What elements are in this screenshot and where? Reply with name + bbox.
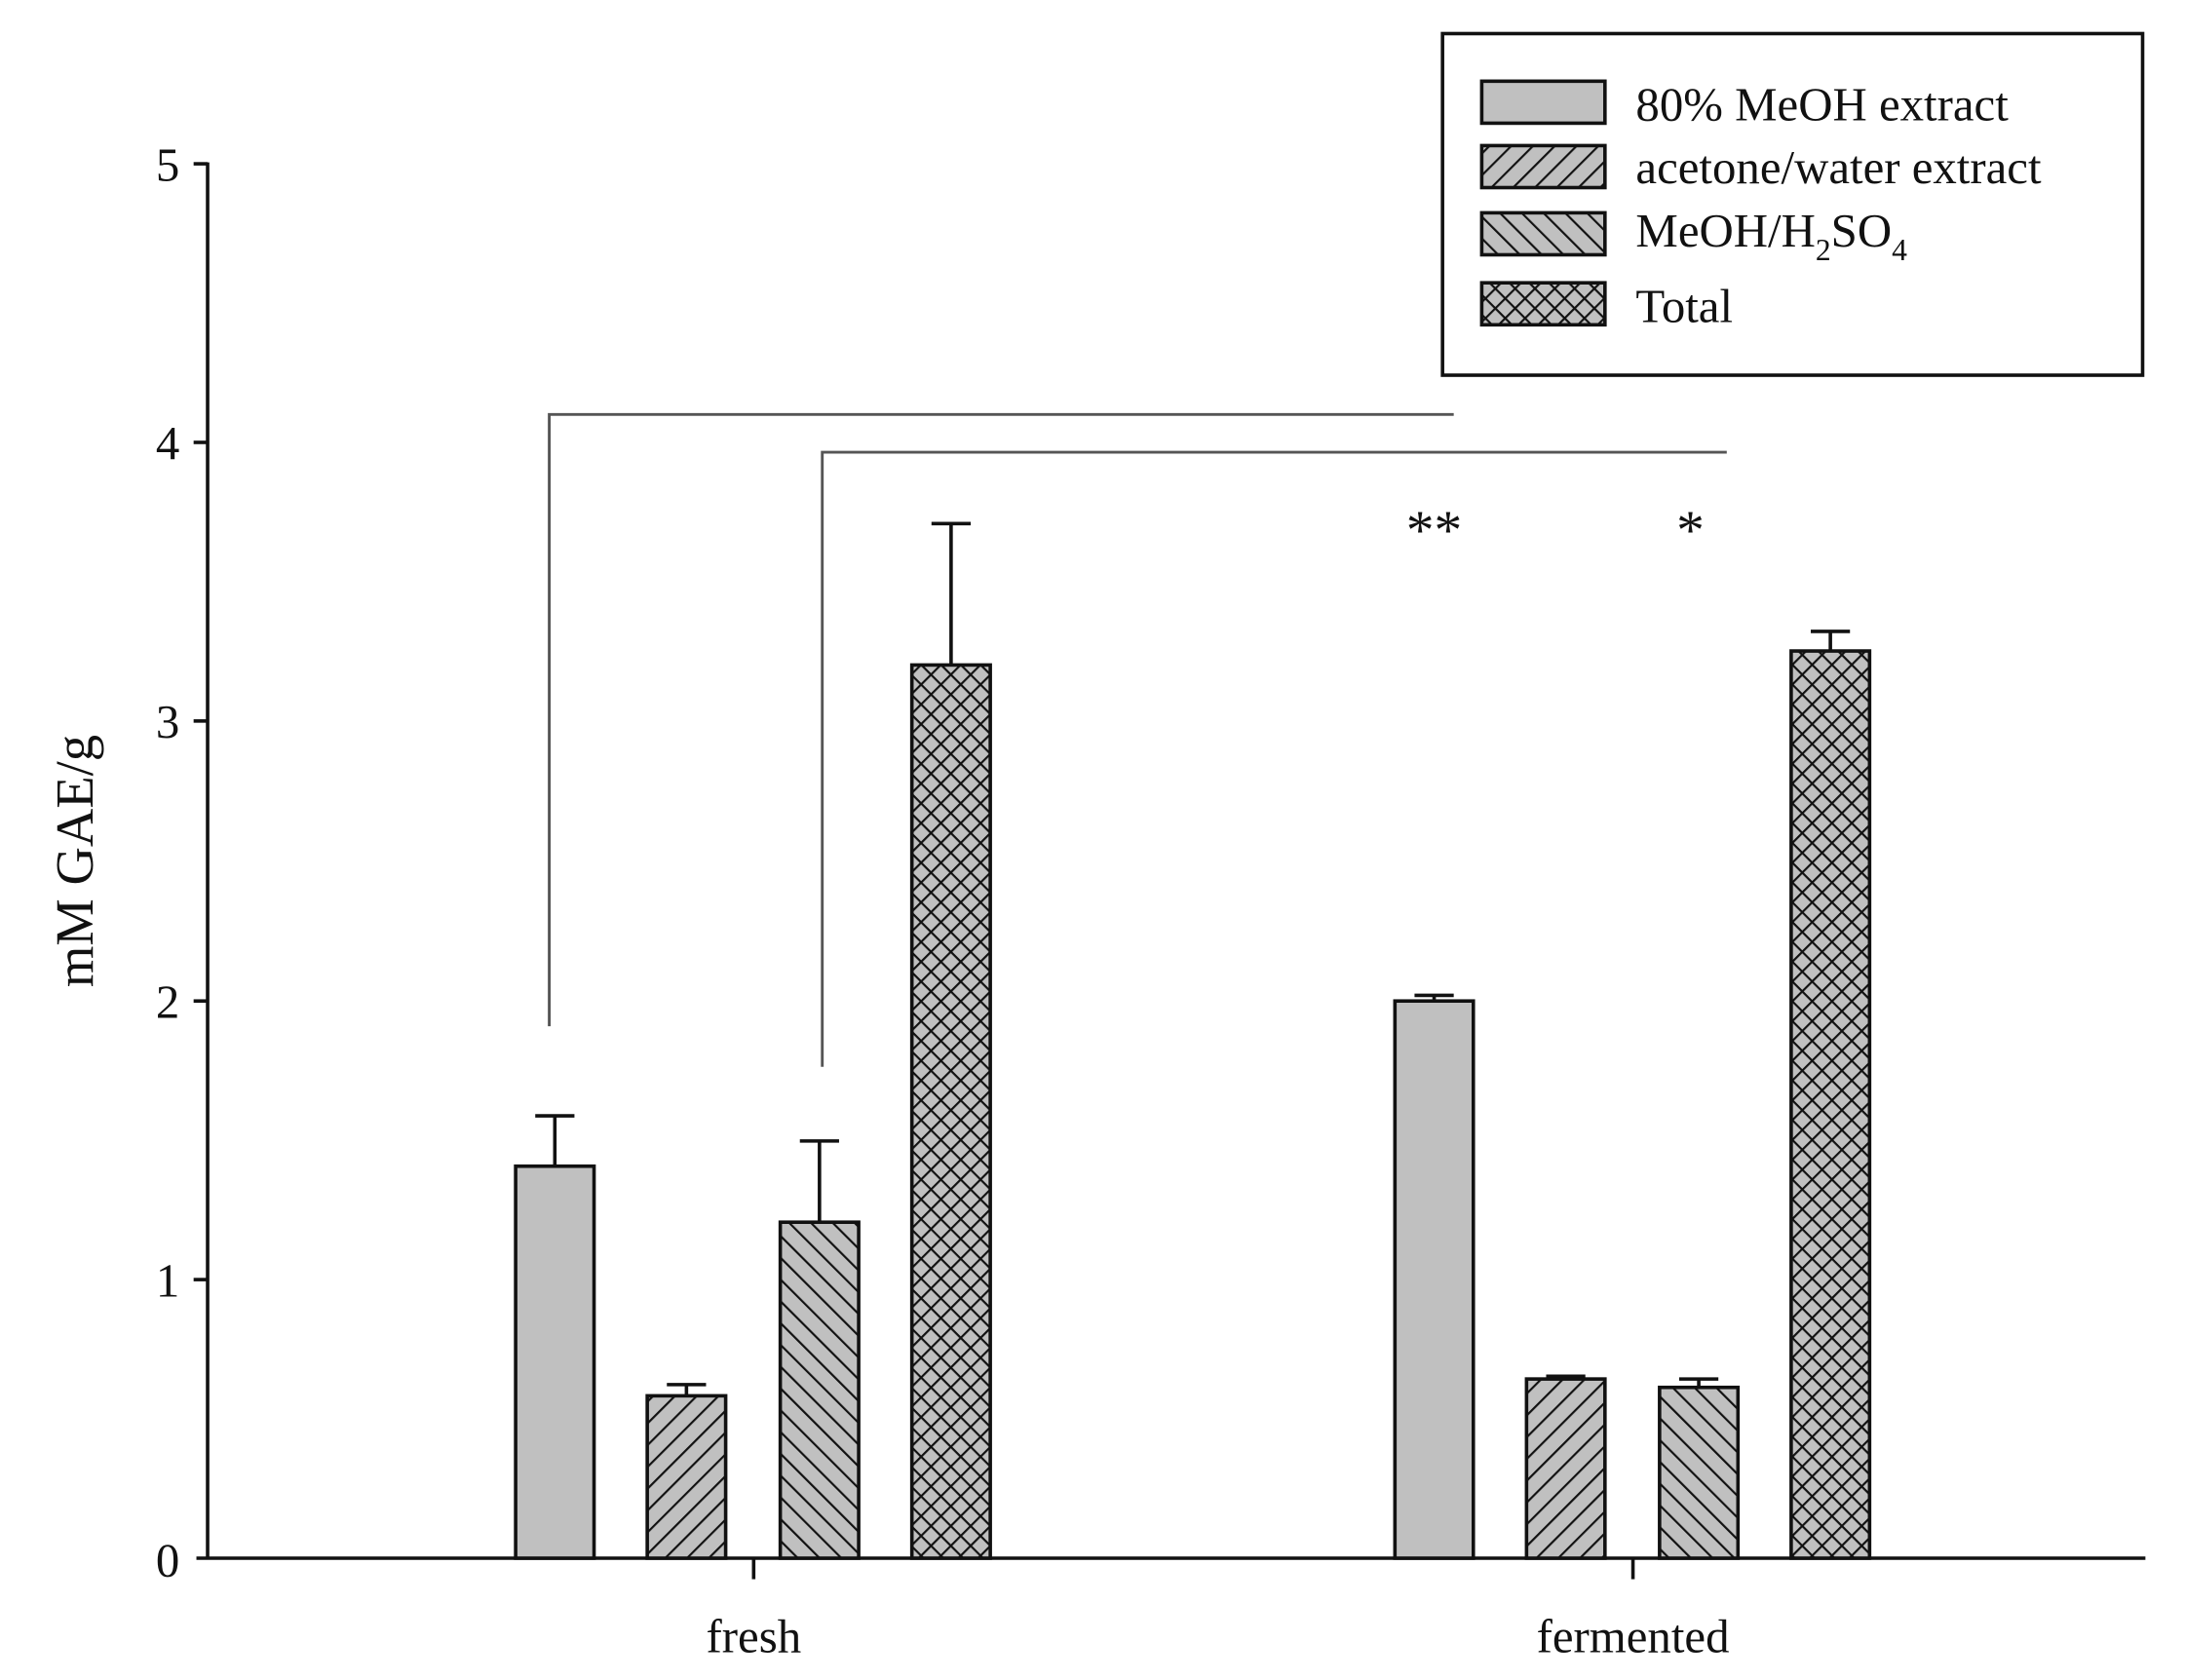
bar-fermented-total bbox=[1789, 649, 1872, 1560]
x-tick-fresh: fresh bbox=[707, 1609, 802, 1662]
bar-fresh-total bbox=[909, 663, 992, 1560]
bars-fresh bbox=[514, 521, 992, 1560]
bar-fresh-meoh-h2so4 bbox=[778, 1220, 861, 1560]
legend-swatch-hatch-back bbox=[1479, 210, 1607, 257]
bar-fermented-acetone-water bbox=[1524, 1377, 1607, 1560]
bar-fermented-meoh-h2so4 bbox=[1658, 1385, 1741, 1560]
x-tick-fermented: fermented bbox=[1537, 1609, 1730, 1662]
y-tick-labels: 0 1 2 3 4 5 bbox=[156, 137, 179, 1586]
significance-brackets bbox=[548, 412, 1727, 1067]
y-tick-1: 1 bbox=[156, 1253, 179, 1307]
bar-fermented-80-meoh bbox=[1393, 999, 1476, 1560]
y-axis-label: mM GAE/g bbox=[45, 735, 104, 987]
x-axis bbox=[196, 1556, 2146, 1580]
bar-fresh-acetone-water bbox=[645, 1394, 728, 1560]
y-tick-5: 5 bbox=[156, 137, 179, 191]
legend-swatch-crosshatch bbox=[1479, 281, 1607, 327]
significance-single-star: * bbox=[1676, 500, 1705, 561]
bars-fermented bbox=[1393, 630, 1872, 1560]
legend-item-acetone-water: acetone/water extract bbox=[1635, 140, 2042, 194]
legend: 80% MeOH extract acetone/water extract M… bbox=[1440, 31, 2145, 377]
bar-fresh-80-meoh bbox=[514, 1164, 596, 1560]
y-tick-0: 0 bbox=[156, 1534, 179, 1587]
legend-item-80-meoh: 80% MeOH extract bbox=[1635, 78, 2009, 132]
legend-item-total: Total bbox=[1635, 279, 1733, 332]
y-tick-3: 3 bbox=[156, 695, 179, 748]
legend-swatch-hatch-forward bbox=[1479, 143, 1607, 190]
legend-item-meoh-h2so4: MeOH/H2SO4 bbox=[1635, 204, 1907, 267]
significance-double-star: ** bbox=[1406, 500, 1462, 561]
legend-swatch-solid bbox=[1479, 79, 1607, 126]
y-tick-2: 2 bbox=[156, 974, 179, 1028]
y-tick-4: 4 bbox=[156, 416, 179, 470]
y-axis bbox=[193, 162, 210, 1560]
